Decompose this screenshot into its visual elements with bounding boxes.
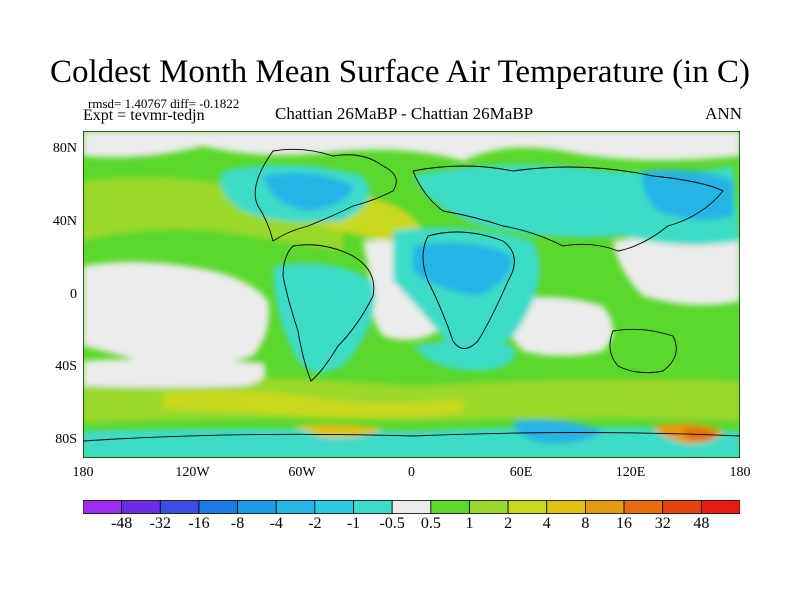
y-tick-label: 40N (52, 213, 77, 229)
colorbar-label: -4 (269, 515, 283, 532)
colorbar-swatch (83, 500, 123, 514)
colorbar-swatch (546, 500, 586, 514)
colorbar-label: 2 (504, 515, 513, 532)
colorbar-swatch (507, 500, 548, 514)
y-tick-label: 0 (70, 286, 77, 302)
colorbar-swatch (391, 500, 432, 514)
colorbar-label: 16 (616, 515, 633, 532)
temperature-map (83, 131, 740, 458)
anomaly-eurasia-core (642, 169, 733, 220)
colorbar-label: -48 (110, 515, 133, 532)
season-label: ANN (705, 104, 742, 123)
colorbar-label: -2 (308, 515, 322, 532)
coastlines (83, 148, 740, 442)
y-tick-label: 80N (52, 141, 77, 157)
colorbar-label: 48 (693, 515, 710, 532)
anomaly-antarctic-core (513, 419, 603, 444)
plot-subtitle: Chattian 26MaBP - Chattian 26MaBP (275, 104, 534, 123)
colorbar-swatch (198, 500, 238, 514)
colorbar-swatch (159, 500, 200, 514)
anomaly-n-america-core (263, 172, 353, 211)
colorbar-swatch (314, 500, 354, 514)
colorbar-swatch (430, 500, 470, 514)
y-tick-label: 40S (55, 359, 77, 375)
colorbar-label: -1 (346, 515, 361, 532)
colorbar-swatch (623, 500, 664, 514)
x-tick-label: 120E (615, 465, 646, 480)
colorbar-swatch (662, 500, 702, 514)
colorbar-label: -16 (188, 515, 210, 532)
colorbar-swatch (237, 500, 277, 514)
colorbar (83, 500, 740, 514)
x-tick-label: 0 (408, 465, 415, 480)
neutral-s-pacific (83, 358, 266, 388)
colorbar-swatch (275, 500, 316, 514)
colorbar-swatch (700, 500, 740, 514)
band-n-pacific (83, 177, 343, 251)
x-tick-label: 60W (288, 465, 316, 480)
neutral-tropical-pacific (83, 262, 269, 365)
colorbar-label: 1 (465, 515, 474, 532)
colorbar-swatch (121, 500, 161, 514)
x-tick-label: 60E (509, 465, 533, 480)
colorbar-label: -32 (149, 515, 171, 532)
rmsd-diff-stats: rmsd= 1.40767 diff= -0.1822 (88, 96, 240, 111)
colorbar-label: -8 (230, 515, 245, 532)
colorbar-label: -0.5 (379, 515, 405, 532)
neutral-w-pacific (613, 236, 740, 305)
anomaly-africa-core (413, 242, 513, 296)
neutral-indian (503, 297, 613, 356)
colorbar-label: 8 (581, 515, 590, 532)
x-tick-label: 120W (175, 465, 210, 480)
colorbar-label: 4 (542, 515, 551, 532)
y-tick-label: 80S (55, 431, 77, 447)
plot-title: Coldest Month Mean Surface Air Temperatu… (50, 54, 750, 90)
neutral-arctic (83, 131, 740, 161)
x-tick-label: 180 (72, 465, 94, 480)
colorbar-label: 0.5 (420, 515, 441, 532)
anomaly-antarctic (83, 427, 740, 458)
colorbar-swatch (469, 500, 509, 514)
colorbar-swatch (585, 500, 625, 514)
colorbar-swatch (353, 500, 393, 514)
anomaly-s-america (273, 263, 375, 373)
x-tick-label: 180 (729, 465, 751, 480)
band-s-yellow (163, 390, 463, 418)
experiment-label: Expt = tevmr-tedjn (83, 107, 205, 124)
anomaly-s-indian (413, 341, 515, 371)
colorbar-label: 32 (654, 515, 671, 532)
